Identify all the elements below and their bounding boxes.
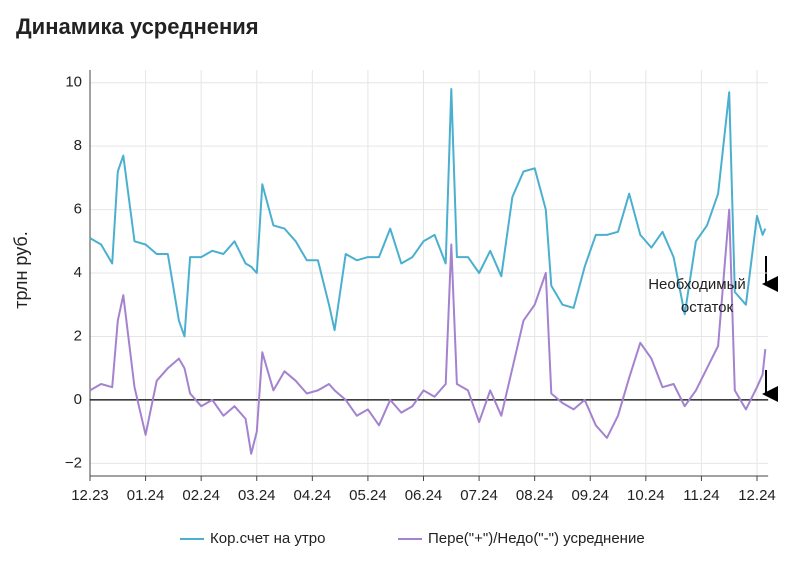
x-tick-label: 01.24 — [127, 487, 165, 504]
y-axis-label: трлн руб. — [11, 231, 31, 308]
y-tick-label: 6 — [74, 201, 82, 218]
x-tick-label: 03.24 — [238, 487, 276, 504]
x-tick-label: 09.24 — [571, 487, 609, 504]
chart-title: Динамика усреднения — [16, 14, 259, 39]
x-tick-label: 12.24 — [738, 487, 776, 504]
y-tick-label: 8 — [74, 137, 82, 154]
x-tick-label: 11.24 — [683, 487, 719, 504]
annotation: остаток — [681, 299, 734, 316]
y-tick-label: −2 — [65, 454, 82, 471]
x-tick-label: 02.24 — [182, 487, 220, 504]
x-tick-label: 04.24 — [294, 487, 332, 504]
y-tick-label: 2 — [74, 327, 82, 344]
x-tick-label: 10.24 — [627, 487, 665, 504]
y-tick-label: 10 — [65, 74, 82, 91]
legend-label: Кор.счет на утро — [210, 530, 325, 547]
x-tick-label: 07.24 — [460, 487, 498, 504]
series-line — [89, 208, 767, 455]
y-tick-label: 0 — [74, 391, 82, 408]
y-tick-label: 4 — [74, 264, 82, 281]
x-tick-label: 08.24 — [516, 487, 554, 504]
x-tick-label: 05.24 — [349, 487, 387, 504]
legend-label: Пере("+")/Недо("-") усреднение — [428, 530, 645, 547]
annotation: Необходимый — [648, 276, 746, 293]
series-line — [89, 88, 767, 338]
x-tick-label: 12.23 — [71, 487, 109, 504]
x-tick-label: 06.24 — [405, 487, 443, 504]
